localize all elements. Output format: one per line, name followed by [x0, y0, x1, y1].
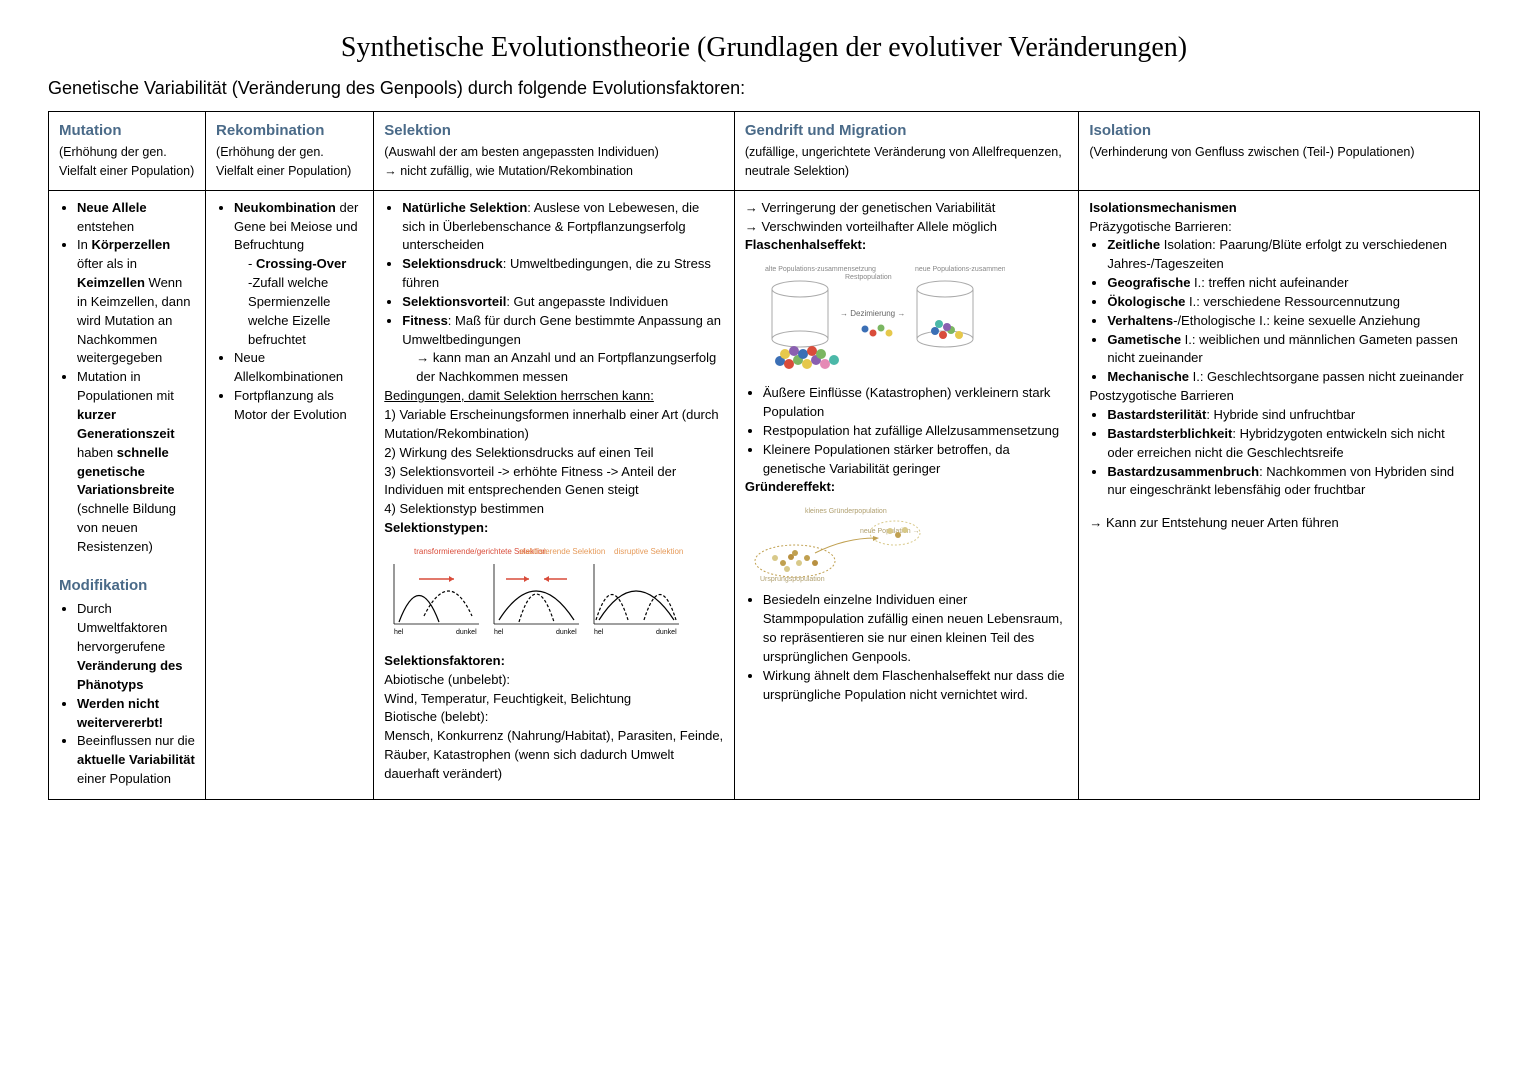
list-item: Wirkung ähnelt dem Flaschenhalseffekt nu… — [763, 667, 1069, 705]
list-item: Fortpflanzung als Motor der Evolution — [234, 387, 363, 425]
col-head-rekombination: Rekombination (Erhöhung der gen. Vielfal… — [206, 111, 374, 190]
selection-types-title: Selektionstypen: — [384, 519, 724, 538]
cell-selektion: Natürliche Selektion: Auslese von Lebewe… — [374, 190, 735, 799]
header-row: Mutation (Erhöhung der gen. Vielfalt ein… — [49, 111, 1480, 190]
list-item: Fitness: Maß für durch Gene bestimmte An… — [402, 312, 724, 387]
svg-text:alte Populations-zusammensetzu: alte Populations-zusammensetzung — [765, 266, 876, 273]
list-item: Durch Umweltfaktoren hervorgerufene Verä… — [77, 600, 195, 694]
arrow-conclusion: → Kann zur Entstehung neuer Arten führen — [1089, 514, 1469, 533]
list-item: Selektionsdruck: Umweltbedingungen, die … — [402, 255, 724, 293]
head-title: Selektion — [384, 120, 724, 142]
body-row: Neue Allele entstehen In Körperzellen öf… — [49, 190, 1480, 799]
list-item: Bastardsterilität: Hybride sind unfrucht… — [1107, 406, 1469, 425]
arrow-line: → Verschwinden vorteilhafter Allele mögl… — [745, 218, 1069, 237]
cell-gendrift: → Verringerung der genetischen Variabili… — [734, 190, 1079, 799]
svg-text:kleines Gründerpopulation: kleines Gründerpopulation — [805, 508, 887, 515]
page-subtitle: Genetische Variabilität (Veränderung des… — [48, 75, 1480, 101]
svg-text:dunkel: dunkel — [556, 629, 577, 636]
head-sub: (Auswahl der am besten angepassten Indiv… — [384, 143, 724, 161]
page-title: Synthetische Evolutionstheorie (Grundlag… — [48, 28, 1480, 69]
cell-mutation: Neue Allele entstehen In Körperzellen öf… — [49, 190, 206, 799]
cell-rekombination: Neukombination der Gene bei Meiose und B… — [206, 190, 374, 799]
head-sub: → nicht zufällig, wie Mutation/Rekombina… — [384, 162, 724, 180]
condition: 1) Variable Erscheinungsformen innerhalb… — [384, 406, 724, 444]
arrow-line: → Verringerung der genetischen Variabili… — [745, 199, 1069, 218]
list-item: Ökologische I.: verschiedene Ressourcenn… — [1107, 293, 1469, 312]
svg-text:dunkel: dunkel — [456, 629, 477, 636]
list-item: Geografische I.: treffen nicht aufeinand… — [1107, 274, 1469, 293]
conditions-title: Bedingungen, damit Selektion herrschen k… — [384, 387, 724, 406]
condition: 2) Wirkung des Selektionsdrucks auf eine… — [384, 444, 724, 463]
list-item: Selektionsvorteil: Gut angepasste Indivi… — [402, 293, 724, 312]
list-item: Besiedeln einzelne Individuen einer Stam… — [763, 591, 1069, 666]
list-item: Verhaltens-/Ethologische I.: keine sexue… — [1107, 312, 1469, 331]
list-item: Gametische I.: weiblichen und männlichen… — [1107, 331, 1469, 369]
bottleneck-figure: alte Populations-zusammensetzung neue Po… — [745, 261, 1069, 376]
evolution-table: Mutation (Erhöhung der gen. Vielfalt ein… — [48, 111, 1480, 800]
list-item: Beeinflussen nur die aktuelle Variabilit… — [77, 732, 195, 789]
list-item: In Körperzellen öfter als in Keimzellen … — [77, 236, 195, 368]
list-item: Zeitliche Isolation: Paarung/Blüte erfol… — [1107, 236, 1469, 274]
col-head-gendrift: Gendrift und Migration (zufällige, unger… — [734, 111, 1079, 190]
pre-title: Präzygotische Barrieren: — [1089, 218, 1469, 237]
svg-text:Ursprungspopulation: Ursprungspopulation — [760, 576, 825, 583]
svg-text:dunkel: dunkel — [656, 629, 677, 636]
sub-item: - Crossing-Over — [248, 255, 363, 274]
list-item: Neukombination der Gene bei Meiose und B… — [234, 199, 363, 350]
svg-text:disruptive Selektion: disruptive Selektion — [614, 547, 683, 556]
svg-text:hel: hel — [394, 629, 404, 636]
selection-factors-title: Selektionsfaktoren: — [384, 652, 724, 671]
founder-figure: kleines Gründerpopulation neue Populatio… — [745, 503, 1069, 583]
bottleneck-icon: alte Populations-zusammensetzung neue Po… — [745, 261, 1005, 376]
list-item: Bastardsterblichkeit: Hybridzygoten entw… — [1107, 425, 1469, 463]
head-sub: (Erhöhung der gen. Vielfalt einer Popula… — [216, 143, 363, 179]
svg-text:hel: hel — [494, 629, 504, 636]
svg-text:hel: hel — [594, 629, 604, 636]
list-item: Restpopulation hat zufällige Allelzusamm… — [763, 422, 1069, 441]
list-item: Bastardzusammenbruch: Nachkommen von Hyb… — [1107, 463, 1469, 501]
list-item: Mutation in Populationen mit kurzer Gene… — [77, 368, 195, 556]
list-item: Werden nicht weitervererbt! — [77, 695, 195, 733]
cell-isolation: Isolationsmechanismen Präzygotische Barr… — [1079, 190, 1480, 799]
head-title: Rekombination — [216, 120, 363, 142]
condition: 3) Selektionsvorteil -> erhöhte Fitness … — [384, 463, 724, 501]
head-sub: (zufällige, ungerichtete Veränderung von… — [745, 143, 1069, 179]
selection-types-figure: transformierende/gerichtete Selektion st… — [384, 544, 724, 644]
post-title: Postzygotische Barrieren — [1089, 387, 1469, 406]
svg-text:→ Dezimierung →: → Dezimierung → — [840, 309, 905, 318]
head-title: Gendrift und Migration — [745, 120, 1069, 142]
list-item: Neue Allele entstehen — [77, 199, 195, 237]
list-item: Äußere Einflüsse (Katastrophen) verklein… — [763, 384, 1069, 422]
sub-item: -Zufall welche Spermienzelle welche Eize… — [248, 274, 363, 349]
head-title: Isolation — [1089, 120, 1469, 142]
arrow-line: → kann man an Anzahl und an Fortpflanzun… — [402, 349, 724, 387]
abiot-title: Abiotische (unbelebt): — [384, 671, 724, 690]
col-head-selektion: Selektion (Auswahl der am besten angepas… — [374, 111, 735, 190]
list-item: Kleinere Populationen stärker betroffen,… — [763, 441, 1069, 479]
svg-text:stabilisierende Selektion: stabilisierende Selektion — [519, 547, 605, 556]
head-title: Mutation — [59, 120, 195, 142]
founder-icon: kleines Gründerpopulation neue Populatio… — [745, 503, 945, 583]
biot-title: Biotische (belebt): — [384, 708, 724, 727]
svg-text:Restpopulation: Restpopulation — [845, 274, 892, 281]
head-sub: (Erhöhung der gen. Vielfalt einer Popula… — [59, 143, 195, 179]
svg-text:neue Populations-zusammensetzu: neue Populations-zusammensetzung — [915, 266, 1005, 273]
founder-title: Gründereffekt: — [745, 478, 1069, 497]
head-sub: (Verhinderung von Genfluss zwischen (Tei… — [1089, 143, 1469, 161]
condition: 4) Selektionstyp bestimmen — [384, 500, 724, 519]
col-head-isolation: Isolation (Verhinderung von Genfluss zwi… — [1079, 111, 1480, 190]
list-item: Neue Allelkombinationen — [234, 349, 363, 387]
selection-curves-icon: transformierende/gerichtete Selektion st… — [384, 544, 684, 644]
col-head-mutation: Mutation (Erhöhung der gen. Vielfalt ein… — [49, 111, 206, 190]
modifikation-title: Modifikation — [59, 575, 195, 597]
list-item: Natürliche Selektion: Auslese von Lebewe… — [402, 199, 724, 256]
mech-title: Isolationsmechanismen — [1089, 199, 1469, 218]
abiot: Wind, Temperatur, Feuchtigkeit, Belichtu… — [384, 690, 724, 709]
list-item: Mechanische I.: Geschlechtsorgane passen… — [1107, 368, 1469, 387]
biot: Mensch, Konkurrenz (Nahrung/Habitat), Pa… — [384, 727, 724, 784]
bottle-title: Flaschenhalseffekt: — [745, 236, 1069, 255]
